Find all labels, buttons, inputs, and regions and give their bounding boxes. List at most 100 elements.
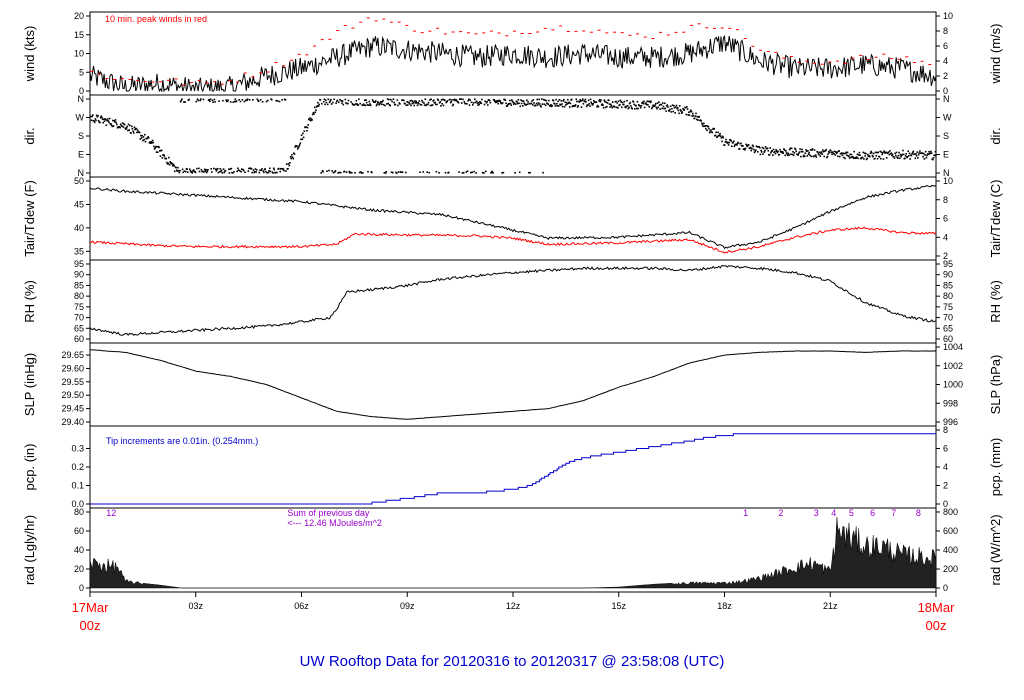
dir-point bbox=[663, 107, 665, 110]
dir-point bbox=[173, 170, 176, 173]
dir-point bbox=[221, 172, 224, 174]
dir-point bbox=[397, 104, 399, 107]
dir-right-axis-label: dir. bbox=[988, 127, 1003, 144]
dir-point bbox=[466, 170, 469, 172]
dir-point bbox=[368, 100, 371, 103]
dir-point bbox=[322, 170, 324, 173]
dir-point bbox=[328, 169, 330, 172]
dir-point bbox=[436, 98, 439, 101]
pcp-right-tick-label: 8 bbox=[943, 425, 948, 435]
hour-marker-label: 12 bbox=[106, 508, 116, 518]
dir-point bbox=[293, 152, 295, 154]
dir-point bbox=[429, 104, 432, 107]
dir-point bbox=[175, 169, 178, 171]
pcp-left-tick-label: 0.1 bbox=[71, 481, 84, 491]
dir-point bbox=[384, 104, 386, 107]
dir-point bbox=[897, 157, 899, 159]
peak-wind-point bbox=[105, 78, 109, 79]
dir-point bbox=[470, 171, 472, 174]
dir-point bbox=[610, 103, 612, 106]
dir-point bbox=[334, 171, 336, 173]
dir-point bbox=[602, 106, 605, 109]
dir-point bbox=[353, 104, 356, 106]
dir-point bbox=[306, 130, 308, 132]
dir-point bbox=[492, 172, 494, 174]
dir-point bbox=[702, 125, 704, 128]
dir-point bbox=[604, 100, 606, 103]
dir-point bbox=[656, 102, 659, 104]
dir-point bbox=[867, 153, 869, 156]
dir-point bbox=[845, 151, 848, 154]
dir-point bbox=[227, 99, 229, 101]
dir-point bbox=[934, 154, 936, 157]
dir-point bbox=[591, 102, 593, 105]
dir-point bbox=[355, 100, 358, 102]
dir-point bbox=[753, 148, 755, 151]
dir-point bbox=[628, 102, 631, 105]
dir-point bbox=[876, 151, 878, 154]
dir-point bbox=[97, 120, 100, 122]
dir-point bbox=[228, 168, 230, 171]
dir-point bbox=[733, 140, 735, 143]
dir-point bbox=[602, 104, 604, 106]
dir-point bbox=[713, 128, 715, 130]
dir-point bbox=[275, 99, 278, 102]
dir-point bbox=[599, 100, 602, 103]
dir-point bbox=[475, 100, 478, 103]
dir-point bbox=[611, 101, 614, 103]
dir-point bbox=[317, 101, 319, 104]
peak-wind-point bbox=[559, 25, 563, 27]
dir-point bbox=[760, 151, 763, 153]
dir-point bbox=[549, 105, 551, 107]
dir-point bbox=[442, 104, 445, 107]
dir-point bbox=[90, 115, 92, 118]
dir-point bbox=[809, 154, 811, 157]
peak-wind-point bbox=[336, 30, 340, 31]
dir-point bbox=[727, 141, 729, 144]
dir-point bbox=[778, 153, 781, 156]
slp-line-series bbox=[89, 349, 937, 420]
slp-left-tick-label: 29.60 bbox=[61, 363, 84, 373]
dir-point bbox=[367, 170, 369, 173]
rh-left-tick-label: 65 bbox=[74, 323, 84, 333]
dir-point bbox=[236, 170, 238, 173]
dir-point bbox=[505, 102, 507, 105]
peak-wind-point bbox=[920, 60, 924, 62]
peak-wind-point bbox=[682, 31, 686, 33]
dir-point bbox=[465, 171, 468, 173]
dir-point bbox=[857, 157, 859, 160]
dir-point bbox=[338, 171, 341, 174]
dir-point bbox=[913, 153, 916, 155]
dir-point bbox=[172, 163, 175, 166]
dir-point bbox=[242, 169, 245, 172]
dir-point bbox=[808, 151, 810, 154]
dir-point bbox=[290, 157, 292, 160]
dir-point bbox=[105, 118, 107, 121]
dir-right-tick-label: N bbox=[943, 168, 950, 178]
dir-point bbox=[302, 132, 304, 135]
dir-point bbox=[791, 153, 794, 156]
dir-point bbox=[434, 101, 436, 104]
dir-point bbox=[384, 172, 387, 174]
dir-point bbox=[513, 102, 516, 104]
peak-wind-point bbox=[97, 73, 101, 75]
dir-point bbox=[770, 151, 772, 154]
panel-rh: RH (%) RH (%)6065707580859095606570758085… bbox=[22, 259, 1003, 344]
dir-point bbox=[508, 103, 510, 105]
peak-wind-point bbox=[874, 56, 878, 58]
dir-point bbox=[489, 101, 492, 104]
dir-point bbox=[420, 104, 423, 106]
dir-point bbox=[677, 109, 680, 112]
peak-wind-point bbox=[636, 33, 640, 35]
wind-right-tick-label: 6 bbox=[943, 41, 948, 51]
dir-point bbox=[339, 98, 341, 101]
dir-point bbox=[701, 122, 703, 125]
dir-point bbox=[327, 98, 330, 101]
dir-point bbox=[318, 103, 320, 106]
dir-point bbox=[684, 106, 687, 109]
peak-wind-point bbox=[613, 31, 616, 33]
dir-point bbox=[842, 156, 845, 159]
dir-point bbox=[113, 120, 115, 122]
temp-right-tick-label: 6 bbox=[943, 214, 948, 224]
dir-point bbox=[366, 104, 369, 106]
